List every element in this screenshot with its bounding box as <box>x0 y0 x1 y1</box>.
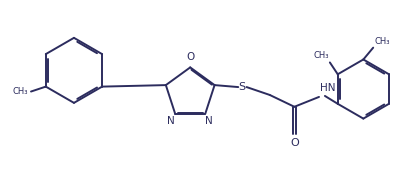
Text: O: O <box>186 52 194 62</box>
Text: CH₃: CH₃ <box>313 52 329 61</box>
Text: S: S <box>238 82 246 92</box>
Text: N: N <box>167 116 175 126</box>
Text: N: N <box>205 116 213 126</box>
Text: CH₃: CH₃ <box>13 87 28 96</box>
Text: CH₃: CH₃ <box>374 37 390 46</box>
Text: O: O <box>290 138 299 148</box>
Text: HN: HN <box>320 83 335 93</box>
